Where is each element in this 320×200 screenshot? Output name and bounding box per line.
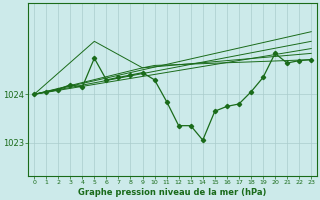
X-axis label: Graphe pression niveau de la mer (hPa): Graphe pression niveau de la mer (hPa) <box>78 188 267 197</box>
